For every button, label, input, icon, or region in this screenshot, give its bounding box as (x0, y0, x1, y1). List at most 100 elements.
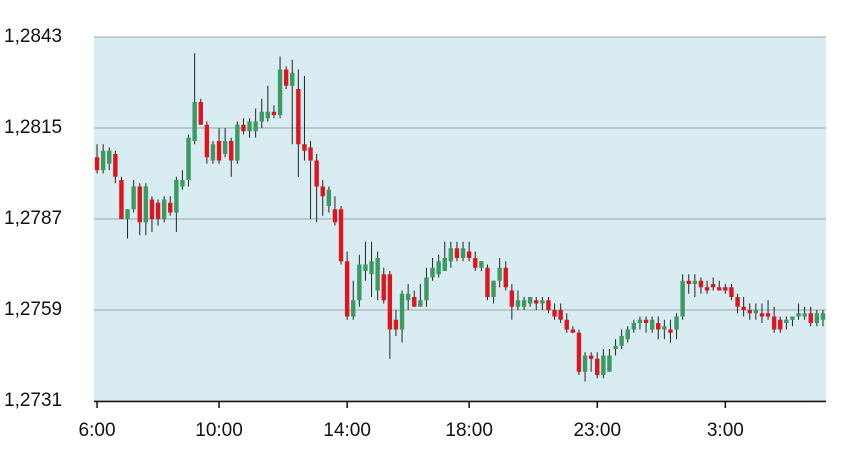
candle-body (430, 267, 435, 278)
candle-body (442, 258, 447, 271)
candle-body (344, 261, 350, 317)
candle-body (710, 284, 716, 288)
candle-body (479, 261, 484, 268)
candle-body (686, 280, 691, 284)
candle-body (558, 310, 563, 320)
candle-body (186, 137, 191, 180)
candle-body (680, 280, 685, 317)
candle-body (613, 345, 618, 349)
candle-body (601, 355, 606, 375)
candle-body (784, 319, 789, 323)
candle-body (125, 209, 130, 219)
candle-body (576, 332, 582, 372)
candle-body (662, 326, 667, 330)
candle-body (607, 355, 612, 372)
candle-body (253, 121, 258, 132)
candle-body (259, 111, 264, 122)
y-tick-label: 1,2731 (4, 390, 62, 411)
candle-body (271, 111, 277, 115)
candle-body (692, 280, 698, 284)
candle-body (290, 72, 295, 86)
candle-body (119, 180, 124, 219)
candle-body (137, 186, 142, 223)
candle-body (546, 300, 551, 310)
candle-body (222, 141, 228, 154)
candle-body (229, 141, 234, 161)
candle-body (296, 89, 301, 145)
candle-body (778, 319, 783, 330)
candle-body (399, 293, 405, 330)
candle-body (466, 251, 472, 258)
candle-body (100, 150, 106, 171)
candle-body (820, 313, 826, 320)
candle-body (357, 264, 362, 301)
candle-body (351, 300, 356, 317)
candle-body (723, 287, 728, 291)
candle-body (582, 355, 588, 372)
candle-body (540, 300, 545, 304)
candle-body (808, 313, 813, 323)
candle-body (131, 186, 136, 210)
candle-body (637, 319, 643, 323)
candle-body (814, 313, 820, 323)
candle-body (247, 121, 252, 132)
candle-body (704, 287, 710, 291)
candle-body (460, 248, 466, 258)
candle-body (588, 355, 594, 359)
candle-body (656, 323, 661, 330)
candle-body (668, 329, 673, 333)
candle-body (180, 180, 185, 187)
candle-body (796, 313, 801, 317)
candle-body (625, 329, 630, 340)
candle-body (448, 248, 454, 262)
candle-body (192, 102, 197, 141)
candle-body (161, 199, 167, 219)
candle-body (332, 209, 338, 223)
candle-body (619, 336, 624, 346)
candle-body (235, 124, 240, 161)
candle-body (277, 69, 283, 115)
candle-body (473, 258, 478, 268)
x-tick-label: 23:00 (573, 420, 621, 441)
x-tick-label: 10:00 (195, 420, 243, 441)
candle-body (326, 189, 332, 206)
candle-body (491, 280, 496, 297)
candle-body (412, 297, 417, 307)
candle-body (198, 102, 203, 125)
candle-body (210, 144, 216, 161)
x-tick-label: 18:00 (445, 420, 493, 441)
candle-body (534, 300, 539, 304)
candle-body (765, 313, 771, 317)
candle-body (387, 274, 393, 330)
candle-body (729, 287, 734, 297)
candle-body (375, 258, 380, 291)
candle-body (552, 310, 557, 317)
candle-body (302, 144, 307, 151)
candle-body (314, 160, 319, 187)
candle-body (735, 297, 740, 307)
candle-body (649, 319, 655, 330)
x-tick-label: 6:00 (79, 420, 116, 441)
candle-body (405, 293, 411, 301)
candle-body (674, 316, 679, 330)
candle-body (436, 261, 441, 275)
candle-body (698, 280, 704, 288)
candle-body (564, 319, 569, 330)
candle-body (717, 287, 722, 291)
candle-body (308, 147, 313, 161)
candle-body (363, 264, 368, 271)
candle-body (320, 186, 325, 197)
candle-body (418, 300, 423, 307)
candle-body (485, 267, 490, 297)
candle-body (741, 306, 746, 310)
candle-body (521, 300, 527, 307)
y-tick-label: 1,2759 (4, 299, 62, 320)
candle-body (216, 141, 222, 161)
candle-body (369, 261, 374, 275)
candle-body (149, 199, 155, 219)
candle-body (759, 313, 765, 317)
candle-body (393, 319, 399, 330)
candle-body (790, 316, 795, 320)
candle-body (595, 358, 600, 375)
candle-body (497, 267, 502, 281)
